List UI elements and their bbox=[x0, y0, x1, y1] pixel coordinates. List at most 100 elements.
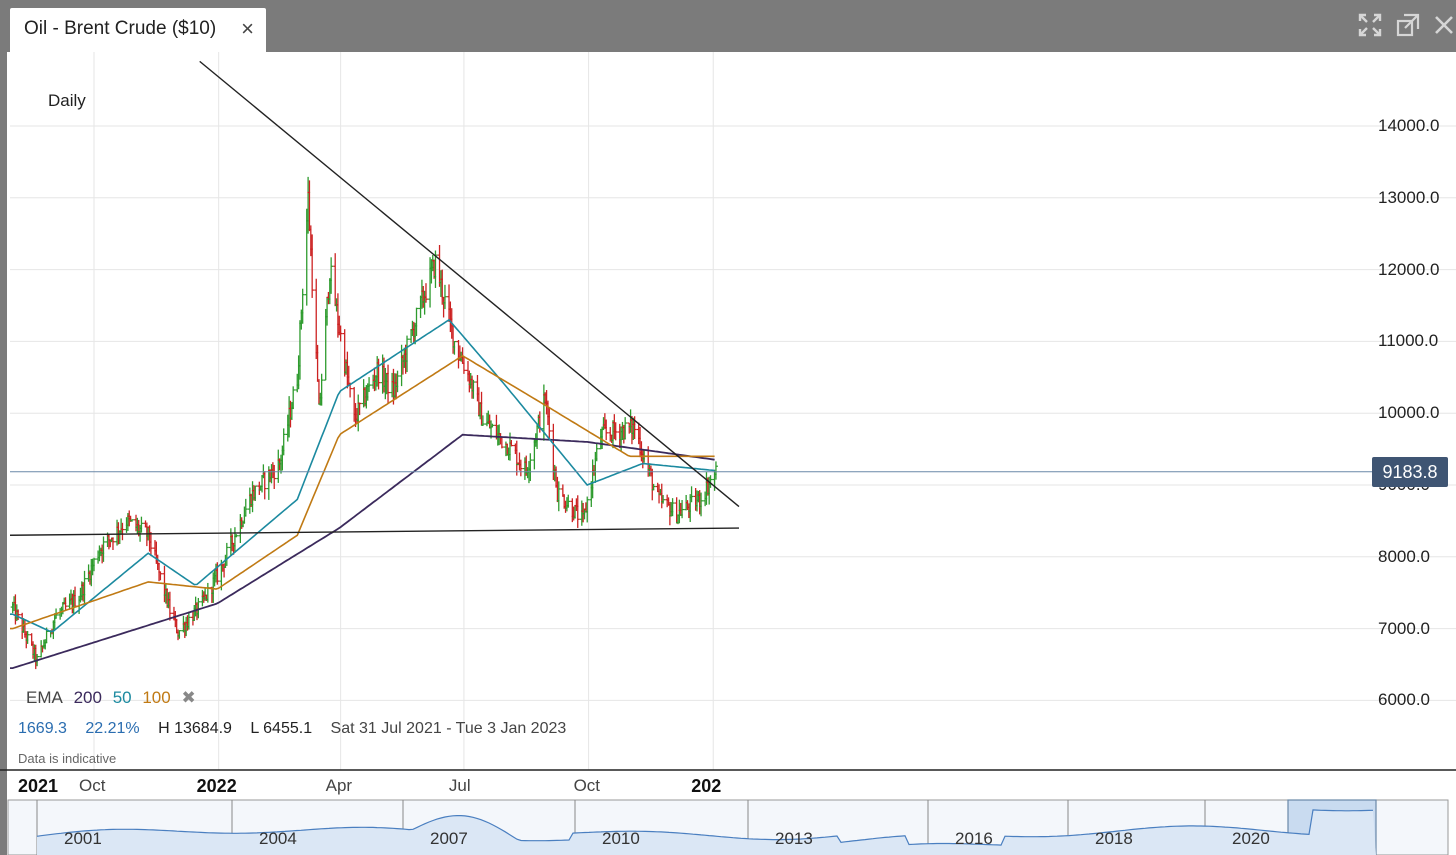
ohlc-bar bbox=[604, 419, 609, 441]
ema-200-value[interactable]: 200 bbox=[73, 688, 102, 707]
disclaimer: Data is indicative bbox=[18, 751, 117, 766]
ohlc-bar bbox=[92, 557, 97, 572]
ohlc-bar bbox=[386, 364, 391, 404]
y-tick-label: 12000.0 bbox=[1378, 259, 1440, 279]
ohlc-bar bbox=[262, 471, 267, 500]
ohlc-bar bbox=[281, 428, 286, 456]
navigator-year-label: 2010 bbox=[602, 829, 640, 848]
tab-title: Oil - Brent Crude ($10) bbox=[24, 18, 217, 39]
ohlc-bar bbox=[585, 496, 590, 523]
popout-icon[interactable] bbox=[1395, 12, 1421, 38]
ohlc-bar bbox=[480, 415, 485, 426]
ohlc-bar bbox=[452, 340, 457, 355]
trendlines bbox=[9, 60, 740, 536]
x-tick-label: Oct bbox=[79, 776, 106, 795]
ema-50-value[interactable]: 50 bbox=[112, 688, 132, 707]
ohlc-bars bbox=[10, 176, 718, 670]
ohlc-bar bbox=[186, 611, 191, 630]
ohlc-bar bbox=[680, 499, 685, 519]
ohlc-bar bbox=[376, 358, 381, 390]
x-tick-label: 2022 bbox=[196, 776, 237, 796]
close-window-icon[interactable] bbox=[1432, 12, 1456, 38]
chart-grid bbox=[0, 52, 1456, 771]
ohlc-bar bbox=[253, 485, 258, 502]
ohlc-bar bbox=[651, 483, 656, 491]
y-tick-label: 7000.0 bbox=[1378, 618, 1430, 638]
ohlc-bar bbox=[490, 423, 495, 428]
navigator-year-label: 2001 bbox=[64, 829, 102, 848]
ohlc-bar bbox=[158, 571, 163, 581]
ohlc-bar bbox=[82, 570, 87, 605]
ohlc-bar bbox=[566, 494, 571, 508]
x-tick-label: 2021 bbox=[18, 776, 59, 796]
ohlc-bar bbox=[461, 356, 466, 374]
close-tab-button[interactable]: × bbox=[241, 16, 254, 41]
trendline bbox=[199, 60, 740, 508]
ohlc-bar bbox=[547, 407, 552, 440]
navigator-year-label: 2004 bbox=[259, 829, 297, 848]
ohlc-bar bbox=[25, 631, 30, 644]
ohlc-bar bbox=[16, 609, 21, 621]
ohlc-bar bbox=[613, 422, 618, 441]
ohlc-bar bbox=[556, 481, 561, 512]
ohlc-bar bbox=[167, 591, 172, 621]
interval-label: Daily bbox=[48, 91, 86, 110]
ohlc-bar bbox=[518, 459, 523, 477]
last-price-badge: 9183.8 bbox=[1372, 456, 1448, 487]
ohlc-bar bbox=[120, 522, 125, 541]
navigator-line bbox=[36, 809, 1374, 846]
ohlc-bar bbox=[333, 253, 338, 307]
ema-label: EMA bbox=[26, 688, 63, 707]
ohlc-bar bbox=[177, 630, 182, 639]
ohlc-bar bbox=[414, 307, 419, 337]
ohlc-bar bbox=[405, 335, 410, 373]
ohlc-bar bbox=[623, 417, 628, 440]
ohlc-bar bbox=[670, 498, 675, 517]
navigator-year-label: 2013 bbox=[775, 829, 813, 848]
ohlc-bar bbox=[528, 453, 533, 482]
ema-100-value[interactable]: 100 bbox=[142, 688, 171, 707]
change-percent: 22.21% bbox=[85, 720, 140, 737]
x-tick-label: 202 bbox=[691, 776, 722, 796]
ohlc-bar bbox=[509, 440, 514, 447]
remove-indicator-icon[interactable]: ✖ bbox=[181, 688, 196, 707]
navigator-year-label: 2016 bbox=[955, 829, 993, 848]
ohlc-bar bbox=[215, 562, 220, 585]
ohlc-bar bbox=[338, 325, 343, 342]
date-range: Sat 31 Jul 2021 - Tue 3 Jan 2023 bbox=[330, 720, 567, 737]
high-value: H 13684.9 bbox=[158, 720, 232, 737]
ohlc-bar bbox=[234, 534, 239, 538]
y-tick-label: 13000.0 bbox=[1378, 187, 1440, 207]
ohlc-bar bbox=[148, 531, 153, 556]
ohlc-bar bbox=[594, 443, 599, 462]
change-value: 1669.3 bbox=[18, 720, 67, 737]
y-tick-label: 11000.0 bbox=[1378, 331, 1439, 351]
x-tick-label: Oct bbox=[573, 776, 601, 795]
ohlc-bar bbox=[442, 284, 447, 310]
y-tick-label: 6000.0 bbox=[1378, 690, 1430, 710]
ohlc-bar bbox=[101, 536, 106, 562]
chart-tab[interactable]: Oil - Brent Crude ($10) × bbox=[10, 8, 266, 52]
ohlc-bar bbox=[357, 402, 362, 416]
ohlc-bar bbox=[699, 492, 704, 517]
ohlc-bar bbox=[129, 519, 134, 522]
x-tick-label: Jul bbox=[448, 776, 471, 795]
navigator-year-label: 2020 bbox=[1232, 829, 1270, 848]
navigator-year-label: 2007 bbox=[430, 829, 468, 848]
ohlc-bar bbox=[243, 498, 248, 517]
y-tick-label: 14000.0 bbox=[1378, 116, 1440, 135]
navigator-area bbox=[37, 809, 1376, 855]
ohlc-bar bbox=[300, 288, 305, 324]
ohlc-bar bbox=[367, 377, 372, 392]
ohlc-bar bbox=[329, 257, 334, 294]
ema-legend: EMA 200 50 100 ✖ bbox=[26, 688, 202, 708]
ohlc-bar bbox=[63, 597, 68, 610]
y-tick-label: 8000.0 bbox=[1378, 546, 1430, 566]
fullscreen-icon[interactable] bbox=[1357, 12, 1383, 38]
ohlc-bar bbox=[661, 495, 666, 504]
y-tick-label: 10000.0 bbox=[1378, 403, 1440, 423]
ema-100-line bbox=[10, 354, 715, 630]
low-value: L 6455.1 bbox=[250, 720, 313, 737]
ohlc-bar bbox=[319, 373, 324, 406]
